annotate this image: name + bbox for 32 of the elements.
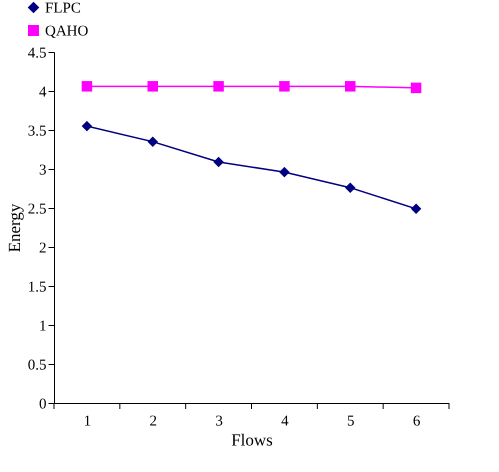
point xyxy=(279,81,290,92)
y-tick-label: 2 xyxy=(39,240,46,256)
x-tick-label: 2 xyxy=(150,414,157,430)
point xyxy=(345,182,356,193)
x-tick-label: 4 xyxy=(281,414,290,430)
x-tick-label: 5 xyxy=(347,414,354,430)
x-tick-label: 3 xyxy=(215,414,223,430)
legend-label: FLPC xyxy=(45,0,81,16)
y-tick-label: 3 xyxy=(39,162,46,178)
point xyxy=(213,156,224,168)
y-tick-label: 1.5 xyxy=(28,280,46,296)
point xyxy=(82,81,92,92)
x-tick-label: 1 xyxy=(84,414,92,430)
point xyxy=(410,204,422,214)
x-tick-label: 6 xyxy=(412,414,421,430)
y-tick-label: 2.5 xyxy=(28,202,46,218)
y-tick-label: 0.5 xyxy=(28,358,46,374)
y-tick-label: 0 xyxy=(39,396,46,412)
y-tick-label: 3.5 xyxy=(28,124,46,140)
y-tick-label: 4.5 xyxy=(28,46,46,62)
point xyxy=(345,81,356,92)
point xyxy=(148,136,158,147)
point xyxy=(410,82,422,94)
legend-label: QAHO xyxy=(45,24,88,40)
y-tick-label: 4 xyxy=(39,84,47,100)
x-axis-title: Flows xyxy=(231,430,273,450)
point xyxy=(213,81,224,92)
point xyxy=(148,81,158,92)
y-tick-label: 1 xyxy=(39,318,46,334)
point xyxy=(82,120,92,132)
y-axis-title: Energy xyxy=(4,203,24,252)
point xyxy=(279,166,290,178)
